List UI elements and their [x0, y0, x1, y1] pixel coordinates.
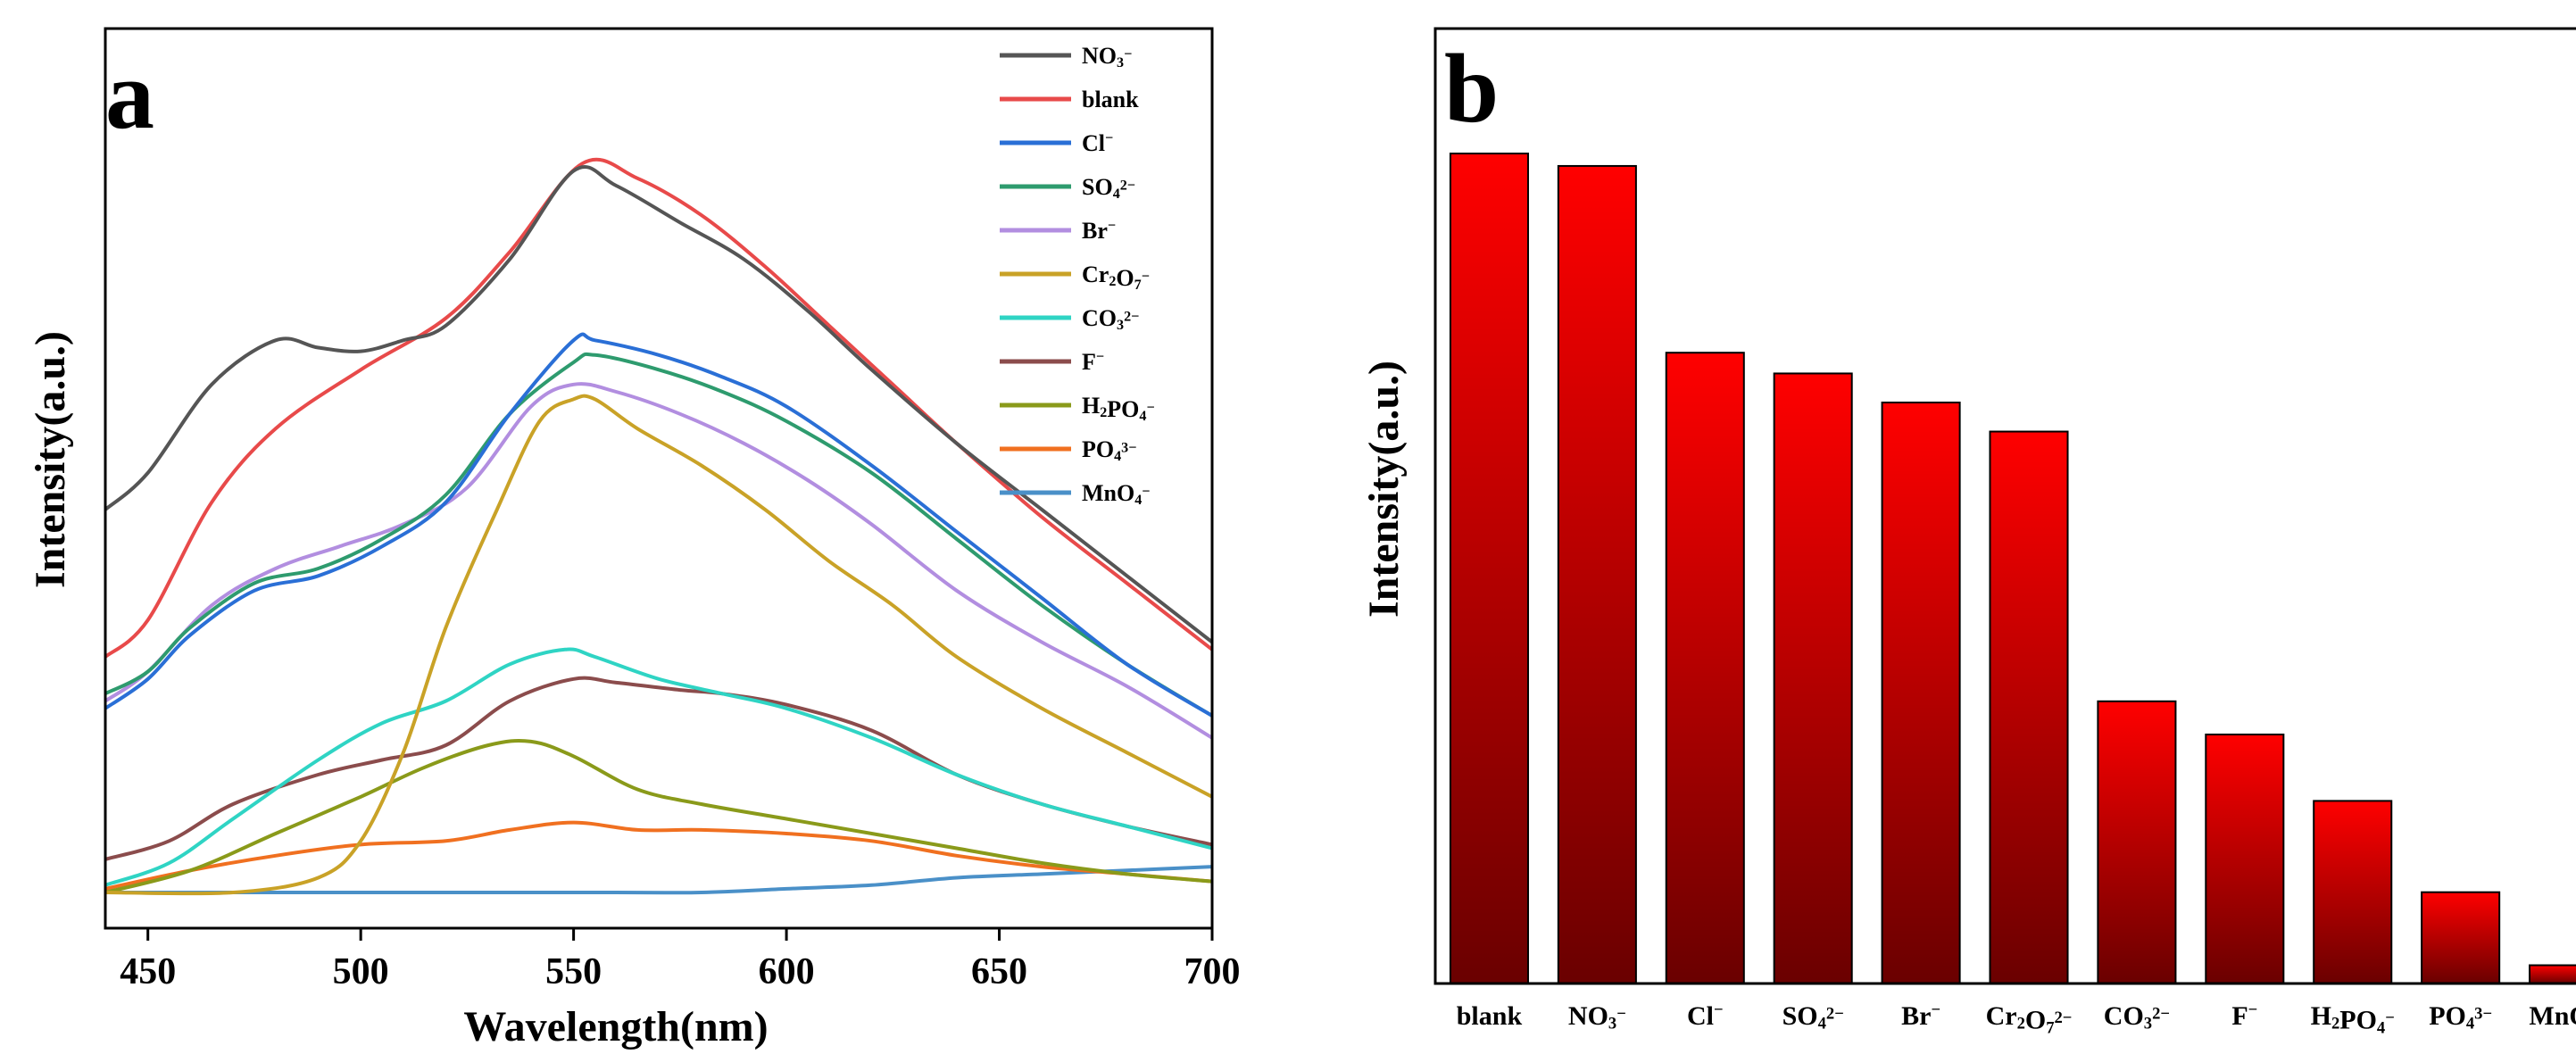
line-chart-legend: NO3− blank Cl− SO42− Br− Cr2O7− CO32− F− H2PO4− P… — [1000, 43, 1155, 508]
legend-label: Cl− — [1082, 130, 1113, 156]
legend-label: CO32− — [1082, 305, 1139, 333]
line-series-Cl− — [104, 332, 1214, 718]
line-chart-series — [104, 157, 1214, 896]
bar-PO43− — [2421, 891, 2501, 985]
line-chart-x-tick-label: 550 — [545, 951, 602, 992]
bar-F− — [2205, 734, 2285, 984]
legend-label: blank — [1082, 87, 1139, 112]
line-series-F− — [104, 676, 1213, 861]
line-chart-y-axis-title: Intensity(a.u.) — [27, 331, 74, 588]
line-chart-x-axis-title: Wavelength(nm) — [463, 1003, 768, 1050]
legend-label: PO43− — [1082, 436, 1136, 464]
bar-MnO4− — [2529, 964, 2576, 985]
line-chart-x-tick-label: 700 — [1184, 951, 1241, 992]
bar-category-label: NO3− — [1568, 1001, 1626, 1033]
line-chart-x-ticks: 450 500 550 600 650 700 — [120, 928, 1241, 992]
bar-category-label: MnO4− — [2529, 1001, 2576, 1033]
line-series-Cr2O7− — [104, 394, 1213, 896]
line-chart-x-tick-label: 500 — [333, 951, 389, 992]
bar-category-label: PO43− — [2429, 1001, 2492, 1033]
legend-label: NO3− — [1082, 43, 1132, 71]
line-series-Br− — [104, 382, 1214, 740]
line-series-PO43− — [104, 820, 1213, 891]
line-series-SO42− — [104, 352, 1214, 718]
bar-Br− — [1881, 402, 1961, 984]
bar-category-label: CO32− — [2104, 1001, 2170, 1033]
legend-label: F− — [1082, 349, 1104, 375]
legend-label: H2PO4− — [1082, 393, 1155, 424]
legend-label: Br− — [1082, 218, 1116, 244]
legend-label: Cr2O7− — [1082, 261, 1150, 293]
panel-a-label: a — [105, 40, 154, 149]
line-series-MnO4− — [104, 865, 1213, 895]
bar-CO32− — [2097, 700, 2177, 984]
bar-Cl− — [1665, 352, 1745, 984]
bar-NO3− — [1557, 164, 1637, 984]
line-chart-x-tick-label: 450 — [120, 951, 176, 992]
line-chart-plot-frame — [104, 27, 1214, 930]
panel-b-label: b — [1444, 34, 1499, 143]
line-chart-x-tick-label: 600 — [759, 951, 815, 992]
line-chart-panel: a Intensity(a.u.) Wavelength(nm) 450 500 5… — [27, 27, 1241, 1050]
bar-Cr2O72− — [1989, 430, 2069, 984]
bar-category-label: Cr2O72− — [1986, 1001, 2073, 1037]
legend-label: MnO4− — [1082, 480, 1150, 508]
bar-chart-plot-frame — [1433, 27, 2576, 985]
bar-category-label: H2PO4− — [2311, 1001, 2395, 1037]
bar-chart-panel: b Intensity(a.u.) blank NO3− Cl− SO42− Br− Cr… — [1360, 27, 2576, 1037]
bar-category-label: Cl− — [1687, 1000, 1724, 1031]
bar-chart-category-labels: blank NO3− Cl− SO42− Br− Cr2O72− CO32− F− H2PO4−… — [1457, 1000, 2576, 1037]
bar-SO42− — [1773, 372, 1853, 984]
line-series-blank — [104, 157, 1214, 659]
bar-category-label: SO42− — [1782, 1001, 1844, 1033]
bar-category-label: blank — [1457, 1001, 1523, 1031]
bar-category-label: F− — [2231, 1000, 2257, 1031]
legend-label: SO42− — [1082, 174, 1135, 202]
line-series-CO32− — [104, 647, 1213, 887]
line-chart-x-tick-label: 650 — [971, 951, 1027, 992]
bar-chart-bars — [1449, 153, 2576, 985]
line-series-H2PO4− — [104, 738, 1213, 894]
line-series-NO3− — [104, 164, 1214, 644]
bar-blank — [1449, 153, 1529, 984]
bar-category-label: Br− — [1901, 1000, 1940, 1031]
bar-chart-y-axis-title: Intensity(a.u.) — [1360, 361, 1408, 618]
bar-H2PO4− — [2313, 800, 2393, 985]
